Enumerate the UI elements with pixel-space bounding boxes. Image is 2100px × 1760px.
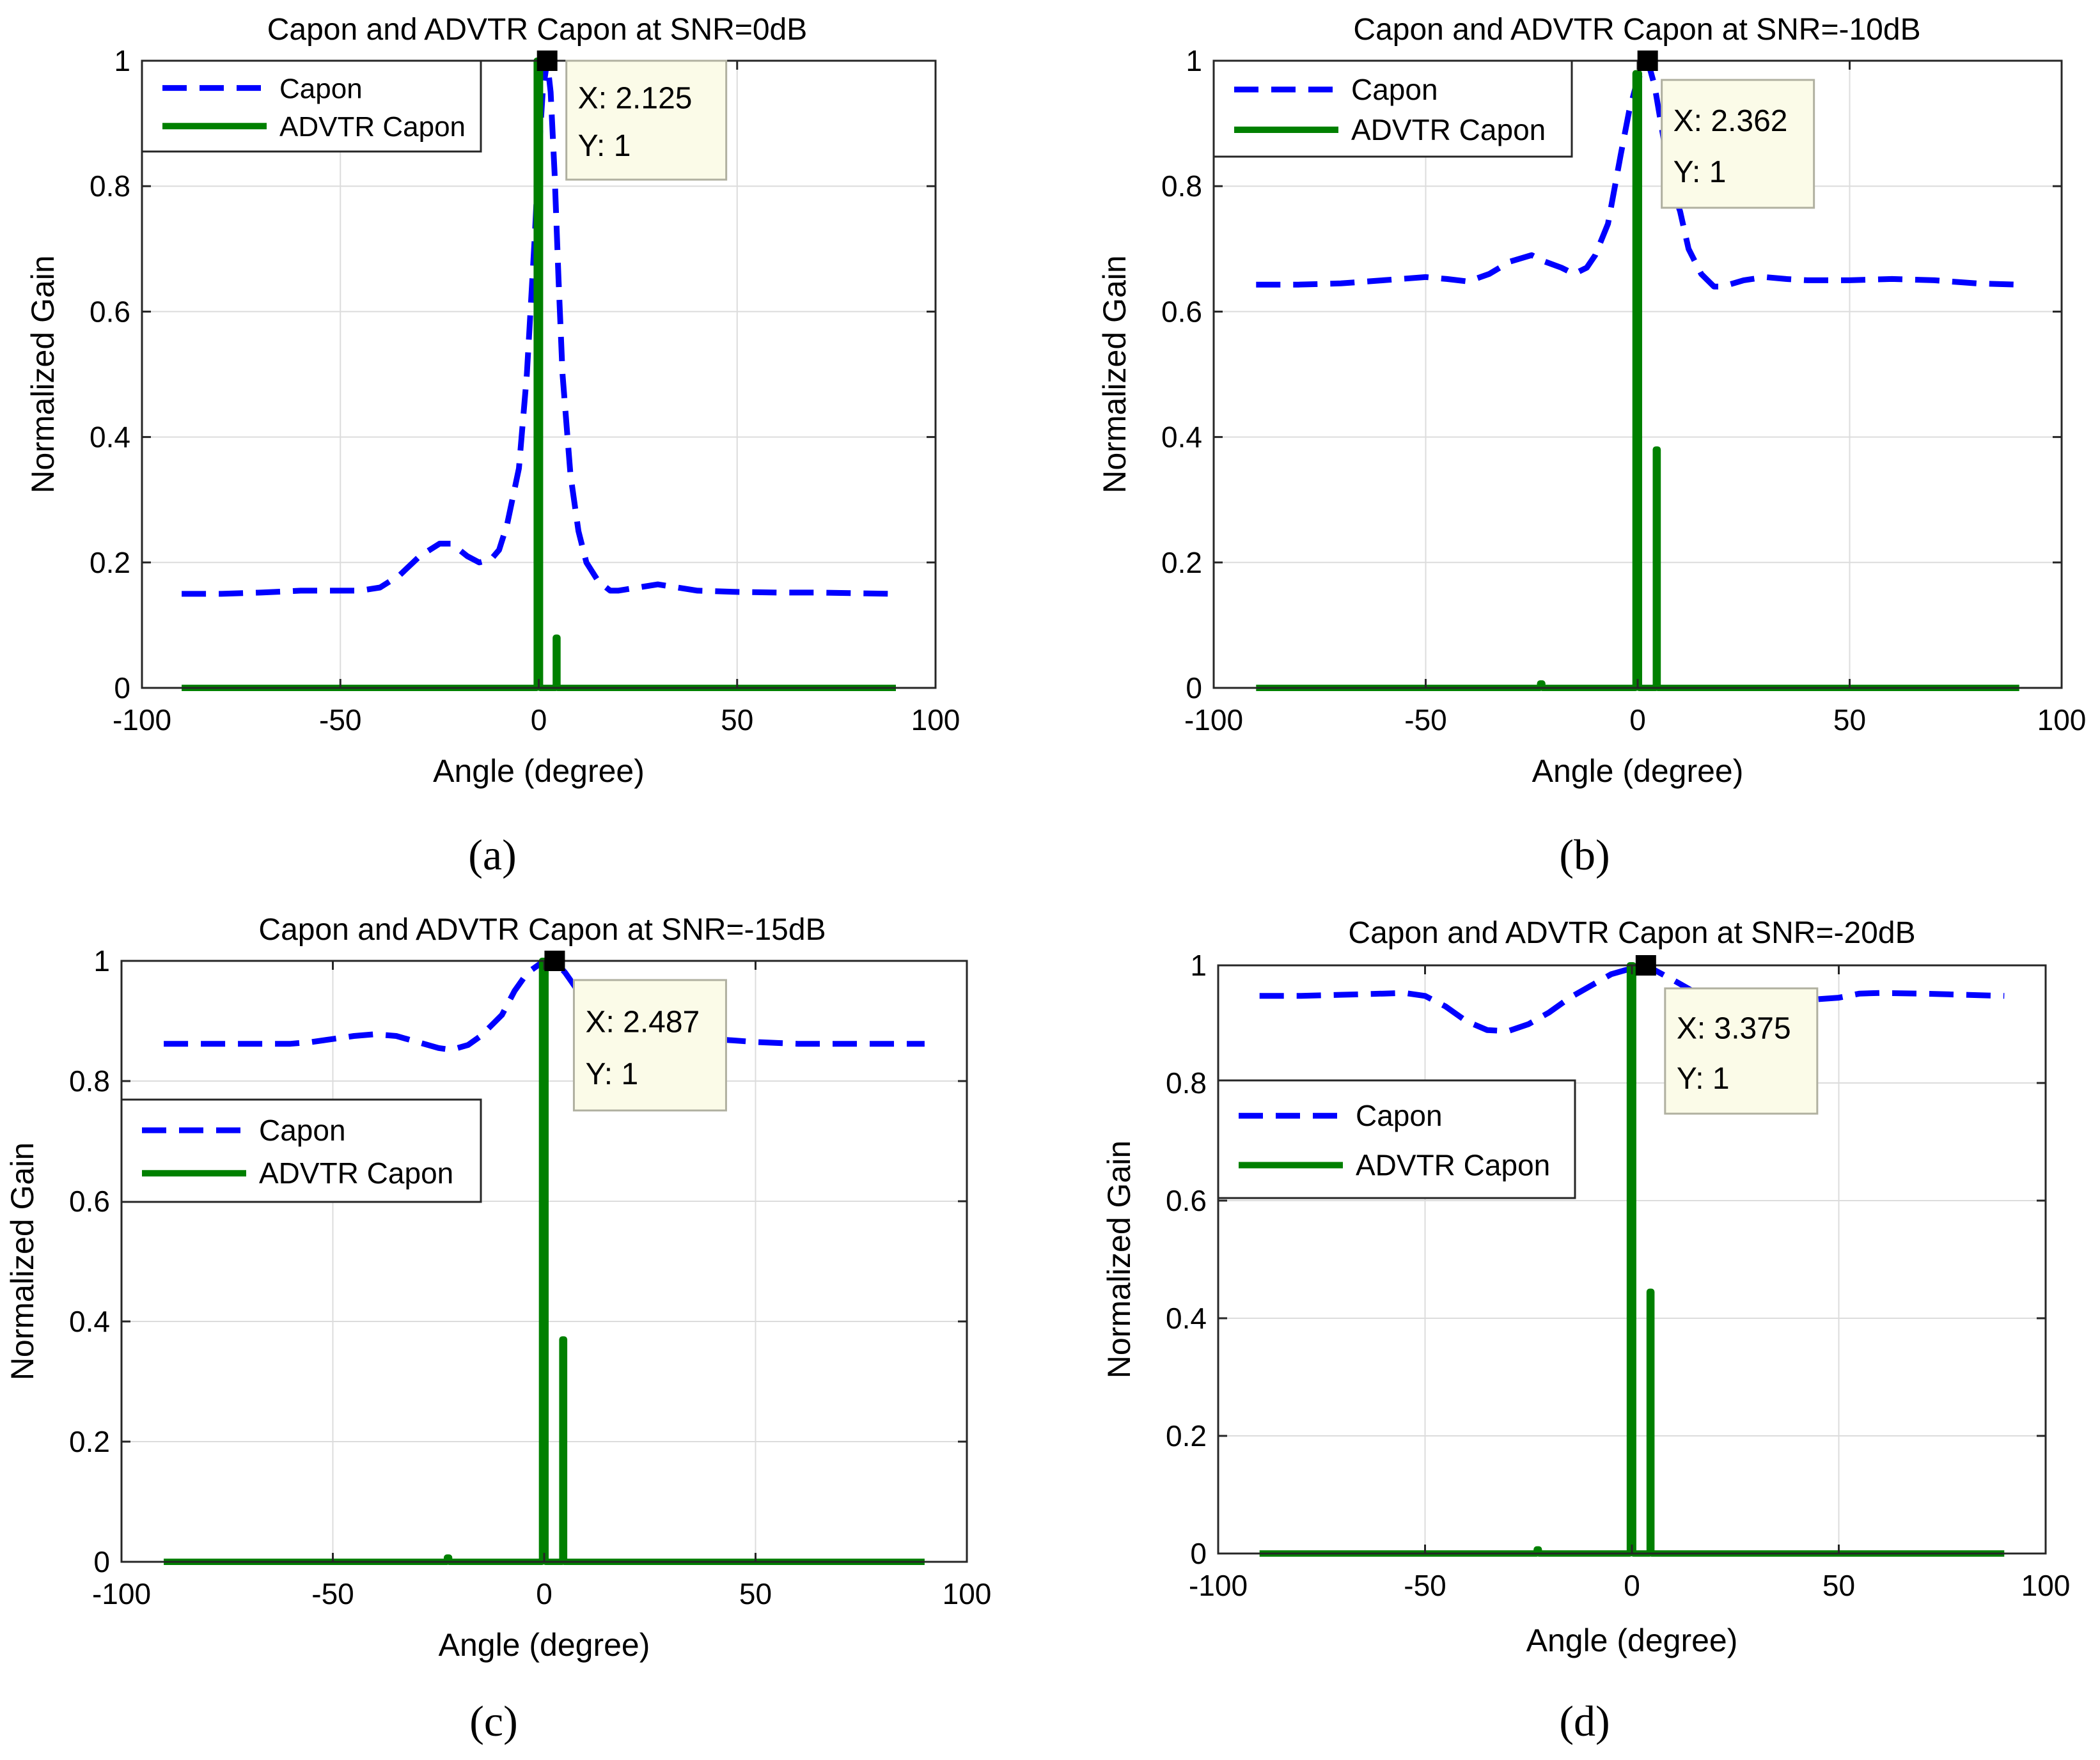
datatip-x: X: 2.362 <box>1673 104 1788 138</box>
legend-label: Capon <box>279 74 363 105</box>
y-tick-label: 1 <box>93 944 110 977</box>
datatip-y: Y: 1 <box>578 129 631 163</box>
x-axis-label: Angle (degree) <box>1526 1623 1738 1658</box>
datatip-x: X: 3.375 <box>1677 1011 1791 1045</box>
y-tick-label: 0 <box>1186 671 1202 705</box>
x-tick-label: 100 <box>911 703 960 736</box>
chart-title: Capon and ADVTR Capon at SNR=-10dB <box>1353 13 1920 47</box>
y-axis-label: Normalized Gain <box>4 1142 40 1380</box>
y-tick-label: 0.4 <box>1161 421 1202 454</box>
y-tick-label: 0 <box>93 1545 110 1578</box>
series-line-capon <box>164 958 925 1053</box>
chart-title: Capon and ADVTR Capon at SNR=0dB <box>267 13 808 47</box>
x-tick-label: 0 <box>531 703 547 736</box>
y-tick-label: 0.2 <box>69 1425 110 1458</box>
legend-label: ADVTR Capon <box>1356 1148 1550 1181</box>
y-tick-label: 0 <box>1190 1537 1207 1570</box>
x-tick-label: 50 <box>739 1577 772 1610</box>
chart-panel-0: -100 -50 0 50 100 0 0.2 0.4 0.6 0.8 1 Capon and ADV… <box>25 13 960 879</box>
y-tick-label: 0.8 <box>69 1064 110 1098</box>
series-line-capon <box>1259 962 2005 1034</box>
datatip-box <box>1664 987 1819 1115</box>
datatip-y: Y: 1 <box>585 1057 638 1091</box>
datatip-x: X: 2.125 <box>578 81 693 115</box>
legend-box <box>1212 59 1573 158</box>
x-tick-label: -50 <box>1404 703 1446 736</box>
datatip-box <box>565 59 728 181</box>
datatip-box <box>1661 79 1815 209</box>
x-tick-label: 100 <box>2021 1569 2071 1602</box>
x-tick-label: -100 <box>113 703 171 736</box>
y-tick-label: 0.2 <box>1161 546 1202 579</box>
y-tick-label: 0.6 <box>90 295 130 328</box>
legend-label: Capon <box>259 1114 346 1147</box>
datatip-box <box>572 979 727 1112</box>
chart-panel-2: -100 -50 0 50 100 0 0.2 0.4 0.6 0.8 1 Capon and ADV… <box>4 913 991 1745</box>
legend-label: ADVTR Capon <box>259 1156 453 1190</box>
y-tick-label: 0.8 <box>90 169 130 203</box>
chart-title: Capon and ADVTR Capon at SNR=-15dB <box>258 913 826 947</box>
x-tick-label: -100 <box>1189 1569 1248 1602</box>
datatip-marker <box>544 951 565 971</box>
y-tick-label: 0.4 <box>1166 1302 1207 1335</box>
x-axis-label: Angle (degree) <box>439 1627 650 1663</box>
legend-label: Capon <box>1356 1099 1443 1132</box>
y-axis-label: Normalized Gain <box>1101 1141 1137 1378</box>
legend-box <box>141 59 482 153</box>
panel-caption: (d) <box>1559 1697 1610 1745</box>
chart-panel-3: -100 -50 0 50 100 0 0.2 0.4 0.6 0.8 1 Capon and ADV… <box>1101 916 2070 1745</box>
datatip-y: Y: 1 <box>1677 1062 1730 1096</box>
datatip-marker <box>1637 51 1658 71</box>
x-tick-label: 50 <box>1822 1569 1855 1602</box>
y-tick-label: 0.8 <box>1166 1066 1207 1100</box>
x-axis-label: Angle (degree) <box>433 753 645 789</box>
y-tick-label: 0.4 <box>69 1305 110 1338</box>
datatip-x: X: 2.487 <box>585 1006 700 1040</box>
y-tick-label: 0.6 <box>1166 1184 1207 1217</box>
legend-box <box>120 1098 482 1203</box>
legend-label: Capon <box>1351 73 1438 106</box>
series-line-capon <box>182 58 897 597</box>
x-tick-label: -50 <box>311 1577 354 1610</box>
y-tick-label: 0.6 <box>69 1185 110 1218</box>
x-tick-label: -100 <box>1184 703 1243 736</box>
chart-title: Capon and ADVTR Capon at SNR=-20dB <box>1348 916 1915 950</box>
legend-label: ADVTR Capon <box>1351 113 1546 146</box>
y-tick-label: 1 <box>114 44 130 77</box>
y-tick-label: 1 <box>1186 44 1202 77</box>
x-tick-label: 100 <box>943 1577 992 1610</box>
y-tick-label: 1 <box>1190 949 1207 982</box>
x-tick-label: -50 <box>1404 1569 1446 1602</box>
x-tick-label: 50 <box>1833 703 1866 736</box>
x-tick-label: 0 <box>536 1577 552 1610</box>
panel-caption: (a) <box>468 830 516 879</box>
panel-caption: (b) <box>1559 830 1610 879</box>
x-tick-label: 100 <box>2037 703 2087 736</box>
x-tick-label: -100 <box>92 1577 151 1610</box>
x-tick-label: 0 <box>1624 1569 1640 1602</box>
x-tick-label: -50 <box>319 703 361 736</box>
y-tick-label: 0.4 <box>90 421 130 454</box>
y-tick-label: 0.2 <box>1166 1419 1207 1452</box>
y-tick-label: 0.6 <box>1161 295 1202 328</box>
y-tick-label: 0 <box>114 671 130 705</box>
y-tick-label: 0.2 <box>90 546 130 579</box>
chart-panel-1: -100 -50 0 50 100 0 0.2 0.4 0.6 0.8 1 Capon and ADV… <box>1097 13 2086 879</box>
panel-caption: (c) <box>469 1697 517 1745</box>
x-tick-label: 50 <box>721 703 753 736</box>
x-tick-label: 0 <box>1629 703 1646 736</box>
legend-label: ADVTR Capon <box>279 111 466 143</box>
x-axis-label: Angle (degree) <box>1532 753 1744 789</box>
y-axis-label: Normalized Gain <box>1097 255 1132 493</box>
legend-box <box>1217 1079 1576 1199</box>
series-line-advtr-capon <box>1256 70 2019 691</box>
datatip-marker <box>537 51 558 71</box>
y-axis-label: Normalized Gain <box>25 255 61 493</box>
datatip-marker <box>1635 955 1656 976</box>
y-tick-label: 0.8 <box>1161 169 1202 203</box>
datatip-y: Y: 1 <box>1673 155 1727 189</box>
